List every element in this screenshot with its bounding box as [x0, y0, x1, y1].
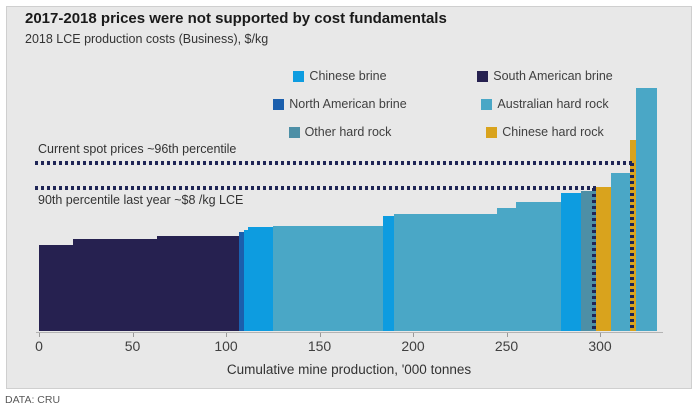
- cost-bar: [156, 236, 240, 332]
- legend-label: North American brine: [289, 97, 407, 111]
- x-axis-tick-label: 50: [124, 338, 141, 354]
- legend-label: South American brine: [493, 69, 613, 83]
- cost-bar: [272, 225, 384, 332]
- cost-bar: [497, 207, 516, 332]
- legend-item: Australian hard rock: [440, 90, 650, 118]
- x-axis-tick-mark: [319, 332, 321, 337]
- cost-bar: [239, 231, 244, 332]
- cost-bar: [636, 87, 658, 332]
- x-axis-line: [36, 331, 663, 333]
- legend-item: Chinese hard rock: [440, 118, 650, 146]
- percentile-drop-line: [592, 187, 597, 332]
- chart-title: 2017-2018 prices were not supported by c…: [25, 10, 447, 27]
- cost-bar: [39, 245, 73, 332]
- x-axis-tick-mark: [600, 332, 601, 337]
- cost-bar: [611, 172, 630, 332]
- legend-swatch-icon: [486, 126, 498, 138]
- cost-bar: [243, 230, 249, 332]
- cost-bar: [560, 193, 582, 332]
- legend-label: Other hard rock: [304, 125, 392, 139]
- legend-item: North American brine: [240, 90, 440, 118]
- cost-bar: [596, 187, 612, 332]
- x-axis-tick-mark: [506, 332, 508, 337]
- percentile-reference-line: [35, 160, 634, 165]
- chart-legend: Chinese brine South American brine North A…: [240, 62, 650, 146]
- chart-subtitle: 2018 LCE production costs (Business), $/…: [25, 32, 269, 46]
- spot-price-annotation: Current spot prices ~96th percentile: [38, 142, 237, 156]
- legend-label: Australian hard rock: [497, 97, 609, 111]
- legend-swatch-icon: [477, 70, 489, 82]
- cost-bar: [515, 202, 561, 332]
- legend-swatch-icon: [293, 70, 305, 82]
- legend-swatch-icon: [288, 126, 300, 138]
- p90-annotation: 90th percentile last year ~$8 /kg LCE: [38, 193, 244, 207]
- x-axis-title: Cumulative mine production, '000 tonnes: [226, 362, 472, 377]
- legend-label: Chinese brine: [309, 69, 387, 83]
- x-axis-tick-label: 0: [35, 338, 43, 354]
- x-axis-tick-label: 250: [494, 338, 519, 354]
- percentile-reference-line: [35, 185, 597, 190]
- cost-bar: [394, 213, 498, 332]
- x-axis-tick-label: 300: [588, 338, 612, 354]
- cost-bar: [72, 239, 157, 332]
- x-axis-tick-mark: [413, 332, 414, 337]
- x-axis-tick-label: 150: [307, 338, 332, 354]
- x-axis-tick-mark: [226, 332, 227, 337]
- data-source: DATA: CRU: [5, 394, 61, 406]
- legend-item: Chinese brine: [240, 62, 440, 90]
- legend-item: Other hard rock: [240, 118, 440, 146]
- cost-bar: [383, 215, 395, 332]
- legend-swatch-icon: [481, 98, 493, 110]
- legend-label: Chinese hard rock: [502, 125, 604, 139]
- x-axis-tick-mark: [132, 332, 134, 337]
- x-axis-tick-label: 200: [401, 338, 425, 354]
- x-axis-tick-mark: [39, 332, 40, 337]
- legend-swatch-icon: [273, 98, 285, 110]
- x-axis-tick-label: 100: [214, 338, 238, 354]
- cost-bar: [248, 227, 273, 332]
- percentile-drop-line: [629, 162, 634, 332]
- legend-item: South American brine: [440, 62, 650, 90]
